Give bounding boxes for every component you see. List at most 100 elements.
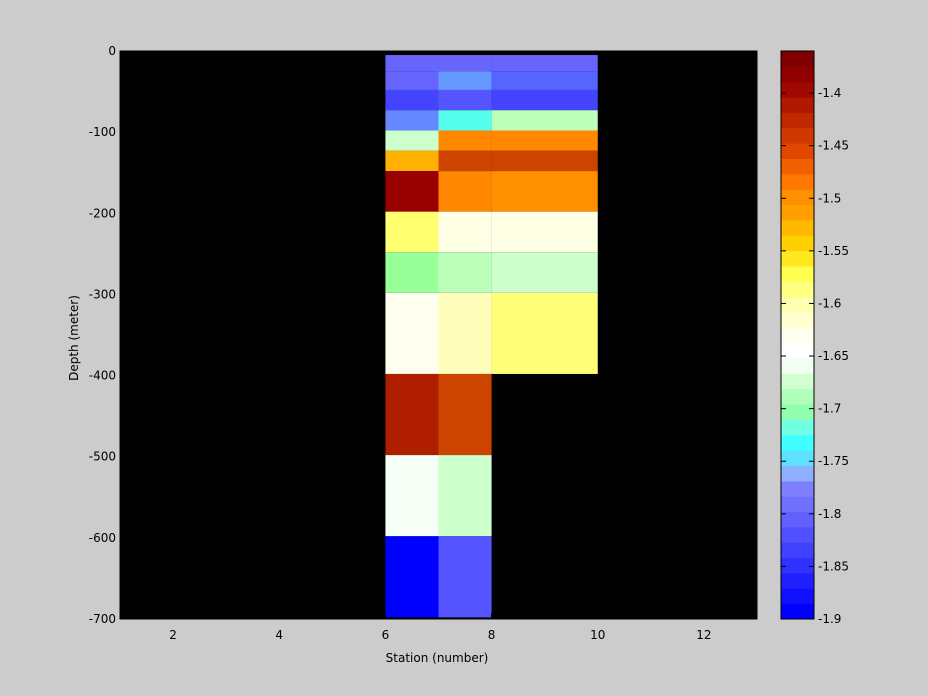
colorbar-swatch — [781, 143, 814, 159]
heatmap-cell — [438, 292, 492, 374]
colorbar-swatch — [781, 572, 814, 589]
colorbar-swatch — [781, 526, 814, 543]
x-axis-ticks: 2 4 6 8 10 12 — [169, 613, 712, 642]
heatmap-cell — [438, 455, 492, 537]
heatmap-cell — [385, 130, 439, 151]
y-tick-label: 0 — [108, 44, 116, 58]
colorbar-swatch — [781, 281, 814, 298]
colorbar-tick-label: -1.4 — [818, 86, 841, 100]
colorbar-swatch — [781, 158, 814, 175]
y-tick-label: -600 — [89, 531, 116, 545]
y-tick-label: -200 — [89, 206, 116, 220]
heatmap-cell — [491, 110, 598, 131]
colorbar-tick-label: -1.6 — [818, 296, 841, 310]
colorbar-swatch — [781, 465, 814, 482]
colorbar-swatch — [781, 327, 814, 344]
heatmap-cell — [385, 252, 439, 293]
colorbar-swatch — [781, 265, 814, 282]
heatmap-plot: 2 4 6 8 10 12 0 -100 -200 -300 -400 -500 -600 -700 S… — [67, 44, 758, 665]
colorbar-swatch — [781, 204, 814, 221]
heatmap-cell — [491, 55, 598, 72]
x-tick-label: 8 — [488, 628, 496, 642]
colorbar-swatch — [781, 311, 814, 328]
colorbar-tick-label: -1.85 — [818, 559, 849, 573]
heatmap-cell — [438, 110, 492, 131]
x-axis-label: Station (number) — [386, 651, 489, 665]
colorbar-swatch — [781, 51, 814, 67]
colorbar-swatch — [781, 97, 814, 113]
y-tick-label: -500 — [89, 450, 116, 464]
colorbar-swatch — [781, 388, 814, 405]
heatmap-cell — [438, 536, 492, 618]
colorbar-frame — [780, 50, 815, 620]
colorbar-swatch — [781, 511, 814, 528]
heatmap-cell — [438, 171, 492, 212]
heatmap-cell — [491, 130, 598, 151]
colorbar-swatch — [781, 419, 814, 436]
heatmap-cells — [385, 55, 598, 618]
colorbar-swatch — [781, 496, 814, 513]
colorbar-swatch — [781, 189, 814, 206]
colorbar-swatch — [781, 296, 814, 313]
heatmap-cell — [385, 211, 439, 253]
heatmap-cell — [438, 130, 492, 151]
colorbar-tick-label: -1.55 — [818, 244, 849, 258]
y-axis-label: Depth (meter) — [67, 295, 81, 381]
colorbar-swatch — [781, 342, 814, 359]
y-tick-label: -100 — [89, 125, 116, 139]
heatmap-cell — [491, 89, 598, 111]
y-tick-label: -700 — [89, 612, 116, 626]
colorbar-swatch — [781, 219, 814, 236]
colorbar-tick-label: -1.65 — [818, 349, 849, 363]
colorbar-swatch — [781, 480, 814, 497]
heatmap-cell — [385, 110, 439, 131]
colorbar-ticks: -1.4 -1.45 -1.5 -1.55 -1.6 -1.65 -1.7 -1.75 -1.8… — [781, 86, 849, 626]
heatmap-cell — [438, 211, 492, 253]
colorbar-swatch — [781, 603, 814, 620]
x-tick-label: 12 — [696, 628, 711, 642]
colorbar-swatch — [781, 434, 814, 451]
colorbar-swatch — [781, 588, 814, 605]
heatmap-cell — [438, 89, 492, 111]
heatmap-cell — [385, 71, 439, 90]
heatmap-cell — [491, 150, 598, 172]
heatmap-cell — [438, 252, 492, 293]
colorbar-swatch — [781, 250, 814, 267]
colorbar-swatch — [781, 81, 814, 98]
plot-frame — [119, 50, 758, 620]
colorbar-swatch — [781, 542, 814, 559]
colorbar-tick-label: -1.5 — [818, 191, 841, 205]
y-tick-label: -300 — [89, 287, 116, 301]
heatmap-cell — [491, 211, 598, 253]
y-axis-ticks: 0 -100 -200 -300 -400 -500 -600 -700 — [89, 44, 126, 626]
heatmap-cell — [491, 292, 598, 374]
heatmap-cell — [385, 536, 439, 618]
colorbar-swatch — [781, 112, 814, 129]
colorbar-swatch — [781, 173, 814, 190]
x-tick-label: 2 — [169, 628, 177, 642]
colorbar-swatch — [781, 373, 814, 390]
heatmap-cell — [491, 71, 598, 90]
heatmap-cell — [438, 55, 492, 72]
heatmap-cell — [491, 252, 598, 293]
heatmap-cell — [385, 292, 439, 374]
colorbar-tick-label: -1.7 — [818, 402, 841, 416]
y-tick-label: -400 — [89, 369, 116, 383]
heatmap-cell — [438, 71, 492, 90]
colorbar-swatch — [781, 557, 814, 574]
colorbar-swatches — [781, 51, 814, 620]
heatmap-cell — [385, 373, 439, 456]
x-tick-label: 4 — [275, 628, 283, 642]
heatmap-cell — [385, 150, 439, 172]
heatmap-cell — [385, 89, 439, 111]
colorbar-tick-label: -1.75 — [818, 454, 849, 468]
colorbar-swatch — [781, 66, 814, 83]
heatmap-cell — [385, 455, 439, 537]
heatmap-cell — [491, 171, 598, 212]
colorbar-tick-label: -1.8 — [818, 507, 841, 521]
colorbar-swatch — [781, 235, 814, 252]
colorbar-swatch — [781, 127, 814, 144]
heatmap-cell — [438, 150, 492, 172]
x-tick-label: 10 — [590, 628, 605, 642]
